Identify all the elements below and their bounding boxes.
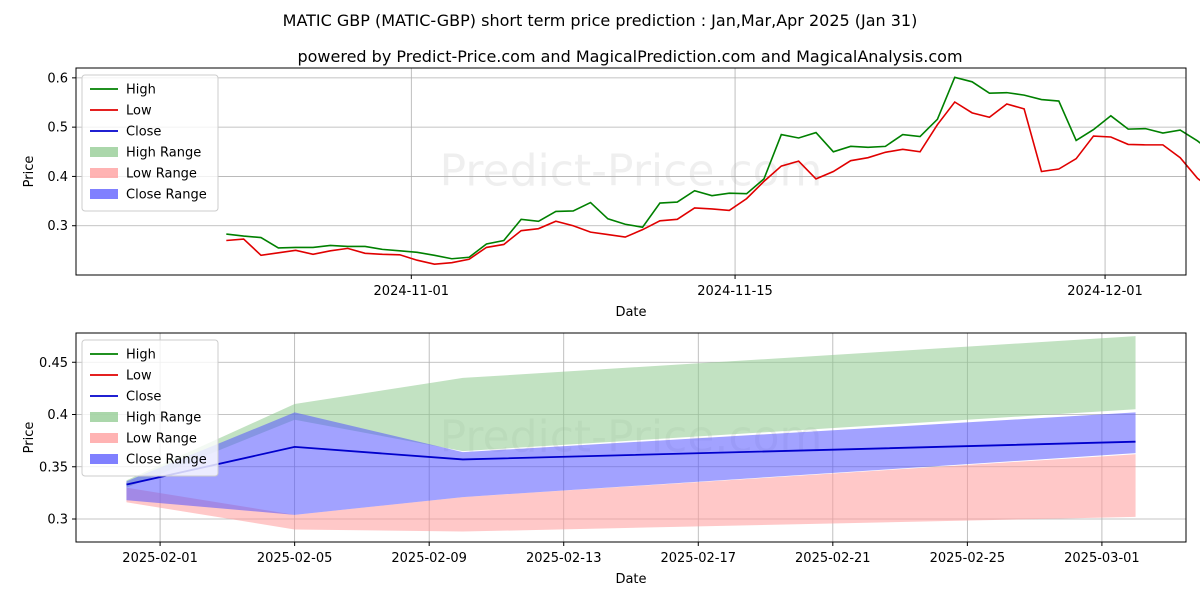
y-tick-label: 0.5 xyxy=(47,121,68,136)
y-tick-label: 0.4 xyxy=(47,408,68,423)
low-range-band xyxy=(126,454,1136,532)
legend-swatch-patch xyxy=(90,147,118,157)
legend: High Low Close High Range Low Range Close Ran… xyxy=(81,74,219,212)
top-panel: Predict-Price.com 2024-11-01 2024-11-15 202… xyxy=(22,67,1200,320)
chart-subtitle: powered by Predict-Price.com and Magical… xyxy=(297,47,962,66)
x-tick-label: 2025-02-25 xyxy=(930,551,1006,566)
legend-swatch-patch xyxy=(90,168,118,178)
x-tick-label: 2024-12-01 xyxy=(1067,284,1143,299)
legend: High Low Close High Range Low Range Close Ran… xyxy=(81,339,219,477)
x-tick-label: 2025-02-01 xyxy=(122,551,198,566)
plot-frame xyxy=(75,332,1187,543)
high-range-band xyxy=(126,336,1136,488)
x-axis-label: Date xyxy=(615,305,646,320)
legend-label: Close xyxy=(126,125,161,140)
legend-swatch-patch xyxy=(90,412,118,422)
chart-title: MATIC GBP (MATIC-GBP) short term price p… xyxy=(283,11,918,30)
legend-label: Close Range xyxy=(126,188,207,203)
legend-swatch-patch xyxy=(90,454,118,464)
y-axis-label: Price xyxy=(22,156,37,188)
x-tick-label: 2024-11-01 xyxy=(374,284,450,299)
legend-label: Low Range xyxy=(126,432,197,447)
x-tick-label: 2025-03-01 xyxy=(1064,551,1140,566)
y-tick-label: 0.3 xyxy=(47,219,68,234)
x-tick-label: 2025-02-09 xyxy=(391,551,467,566)
x-axis-label: Date xyxy=(615,572,646,587)
legend-label: Close xyxy=(126,390,161,405)
bottom-panel: Predict-Price.com2025-02-012025-02-05202… xyxy=(22,332,1187,587)
x-tick-label: 2025-02-21 xyxy=(795,551,871,566)
legend-label: Low xyxy=(126,369,152,384)
legend-label: High xyxy=(126,348,156,363)
y-axis-label: Price xyxy=(22,422,37,454)
close-range-band xyxy=(126,412,1136,515)
y-tick-label: 0.4 xyxy=(47,170,68,185)
y-tick-label: 0.45 xyxy=(39,356,68,371)
y-tick-label: 0.3 xyxy=(47,513,68,528)
legend-label: High Range xyxy=(126,146,201,161)
legend-label: High Range xyxy=(126,411,201,426)
x-tick-label: 2025-02-13 xyxy=(526,551,602,566)
high-series-line xyxy=(226,76,1200,260)
y-tick-label: 0.35 xyxy=(39,460,68,475)
watermark-text: Predict-Price.com xyxy=(440,146,823,197)
x-tick-label: 2024-11-15 xyxy=(697,284,773,299)
low-series-line xyxy=(226,100,1200,265)
x-tick-label: 2025-02-05 xyxy=(257,551,333,566)
legend-label: Low Range xyxy=(126,167,197,182)
legend-swatch-patch xyxy=(90,433,118,443)
legend-label: Low xyxy=(126,104,152,119)
legend-label: Close Range xyxy=(126,453,207,468)
x-tick-label: 2025-02-17 xyxy=(660,551,736,566)
legend-label: High xyxy=(126,83,156,98)
legend-swatch-patch xyxy=(90,189,118,199)
y-tick-label: 0.6 xyxy=(47,71,68,86)
plot-frame xyxy=(75,67,1187,276)
